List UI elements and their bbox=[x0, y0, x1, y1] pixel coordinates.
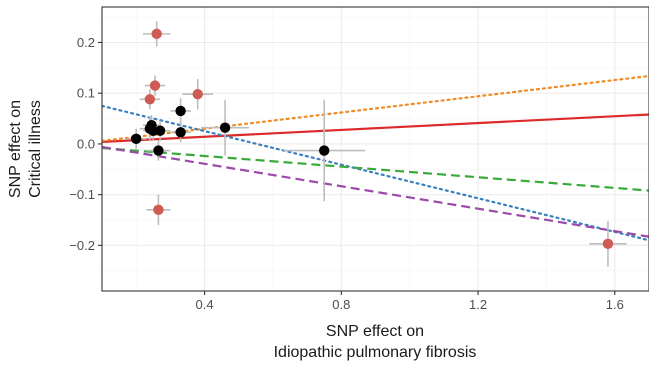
grid-minor bbox=[102, 7, 649, 291]
y-axis-ticks: 0.2 0.1 0.0 −0.1 −0.2 bbox=[69, 35, 102, 253]
panel-border bbox=[101, 6, 649, 292]
fit-line-orange bbox=[102, 74, 649, 142]
panel-background bbox=[102, 7, 649, 291]
error-bars bbox=[125, 21, 627, 267]
y-tick-label: 0.1 bbox=[77, 86, 95, 101]
x-tick-label: 0.4 bbox=[196, 297, 214, 312]
y-axis-title-line2: Critical illness bbox=[27, 100, 44, 198]
x-axis-ticks: 0.4 0.8 1.2 1.6 bbox=[196, 291, 624, 312]
y-tick-label: −0.1 bbox=[69, 187, 95, 202]
y-tick-label: 0.2 bbox=[77, 35, 95, 50]
point-outlier bbox=[153, 204, 164, 216]
x-tick-label: 1.2 bbox=[469, 297, 487, 312]
point-outlier bbox=[151, 28, 162, 40]
fit-lines bbox=[102, 74, 649, 242]
point-retained bbox=[154, 125, 166, 136]
x-axis-title-line1: SNP effect on bbox=[326, 323, 424, 340]
fit-line-purple bbox=[102, 145, 649, 238]
point-outlier bbox=[602, 238, 614, 250]
point-outlier bbox=[149, 80, 161, 91]
point-retained bbox=[153, 145, 164, 156]
point-retained bbox=[130, 133, 142, 145]
y-tick-label: −0.2 bbox=[69, 238, 95, 253]
fit-line-red bbox=[102, 113, 649, 143]
y-axis-title-line1: SNP effect on bbox=[7, 100, 24, 198]
y-tick-label: 0.0 bbox=[77, 136, 95, 151]
fit-line-green bbox=[102, 146, 649, 192]
x-tick-label: 0.8 bbox=[332, 297, 350, 312]
point-retained bbox=[175, 105, 186, 117]
point-outlier bbox=[144, 94, 156, 105]
fit-line-blue bbox=[102, 104, 649, 242]
x-tick-label: 1.6 bbox=[606, 297, 624, 312]
x-axis-title-line2: Idiopathic pulmonary fibrosis bbox=[274, 344, 477, 361]
data-points bbox=[130, 28, 614, 250]
point-outlier bbox=[192, 89, 203, 100]
point-retained bbox=[175, 127, 186, 138]
point-retained bbox=[219, 122, 231, 133]
point-retained bbox=[319, 145, 330, 156]
